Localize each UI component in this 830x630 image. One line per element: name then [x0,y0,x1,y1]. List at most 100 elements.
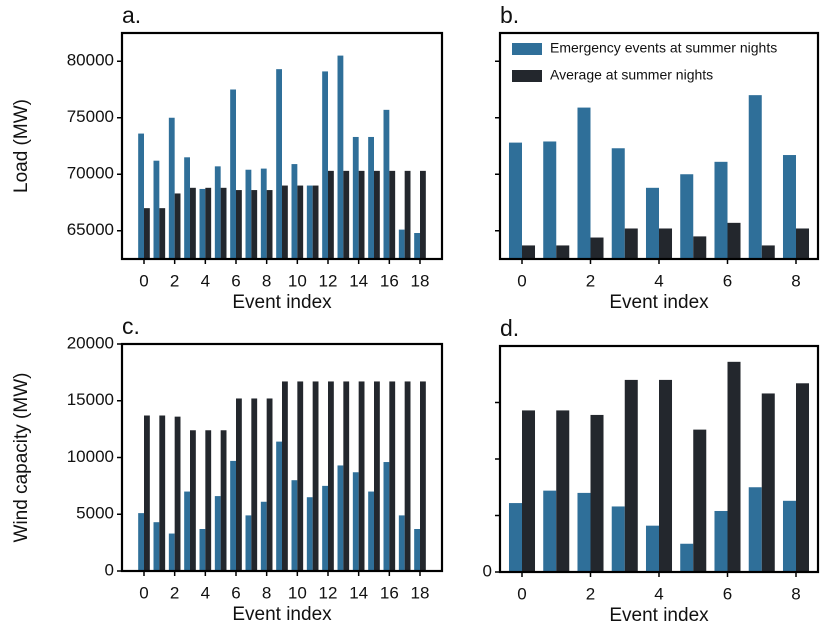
y-axis-label: Wind capacity (MW) [11,373,32,543]
bar [645,525,659,572]
bar [312,185,319,259]
bar [159,415,166,571]
bar [199,529,206,571]
legend-swatch [512,43,542,55]
x-axis-label: Event index [232,292,332,313]
x-tick-label: 0 [139,583,148,602]
x-tick-label: 0 [517,271,526,290]
axes-frame [120,31,444,261]
bar [590,237,604,259]
y-tick-label: 80000 [67,51,114,70]
bar [714,161,728,259]
bar [174,416,181,571]
bar [358,170,365,259]
bar [291,164,298,259]
x-axis-label: Event index [609,605,709,626]
bar [358,381,365,571]
x-tick-label: 2 [170,271,179,290]
x-tick-label: 10 [288,271,307,290]
bar [276,69,282,259]
x-tick-label: 18 [411,271,430,290]
bar [368,491,374,571]
bar [306,185,313,259]
bar [577,492,591,572]
y-tick-label: 75000 [67,107,114,126]
bar [236,398,242,571]
bar [398,229,405,259]
bar [168,533,175,571]
bar [297,185,304,259]
bar [796,228,810,259]
bar [761,393,775,572]
x-tick-label: 8 [262,271,271,290]
bar [590,414,604,572]
bar [693,429,707,572]
bar [343,381,350,571]
bar [522,245,536,259]
bar [205,430,212,571]
x-tick-label: 4 [654,271,663,290]
bar [306,497,313,571]
x-tick-label: 14 [349,583,368,602]
bar [782,500,796,572]
panel-label: b. [500,2,519,28]
bar [343,170,350,259]
bar [168,117,175,259]
x-tick-label: 4 [654,584,663,603]
bar [543,490,557,572]
bar [260,168,267,259]
bar [645,187,659,259]
bar [138,133,144,259]
bar [190,187,196,259]
y-tick-label: 65000 [67,220,114,239]
x-tick-label: 6 [723,584,732,603]
x-tick-label: 8 [262,583,271,602]
legend-label: Emergency events at summer nights [550,40,777,56]
bar [659,228,673,259]
y-tick-label: 15000 [67,390,114,409]
bar [230,460,236,571]
bar [153,522,160,571]
bar [624,228,638,259]
bar [748,95,762,260]
bar [680,174,694,259]
bar [322,485,328,571]
bar [190,430,196,571]
panel-label: d. [500,315,519,341]
legend-swatch [512,70,542,82]
bar [291,480,298,571]
bar [245,515,252,571]
x-tick-label: 0 [517,584,526,603]
bar [260,501,267,571]
x-tick-label: 4 [201,583,210,602]
y-tick-label: 20000 [67,333,114,352]
bar [727,222,741,259]
bar [322,71,328,259]
x-tick-label: 12 [319,271,338,290]
bar [328,170,334,259]
bar [414,529,420,571]
bar [159,208,166,259]
bar [727,361,741,572]
bar [414,233,420,259]
x-tick-label: 8 [791,584,800,603]
bar [352,136,359,259]
bar [266,190,273,259]
bar [282,185,288,259]
y-tick-label: 5000 [76,504,114,523]
panel-label: a. [122,2,141,28]
bar [245,169,252,259]
x-tick-label: 4 [201,271,210,290]
legend-label: Average at summer nights [550,67,713,83]
bar [368,136,374,259]
bar [266,398,273,571]
bar [782,155,796,259]
x-tick-label: 10 [288,583,307,602]
bar [184,157,190,259]
bar [761,245,775,259]
x-tick-label: 12 [319,583,338,602]
bar [659,379,673,572]
bar [624,379,638,572]
bar [337,465,344,571]
